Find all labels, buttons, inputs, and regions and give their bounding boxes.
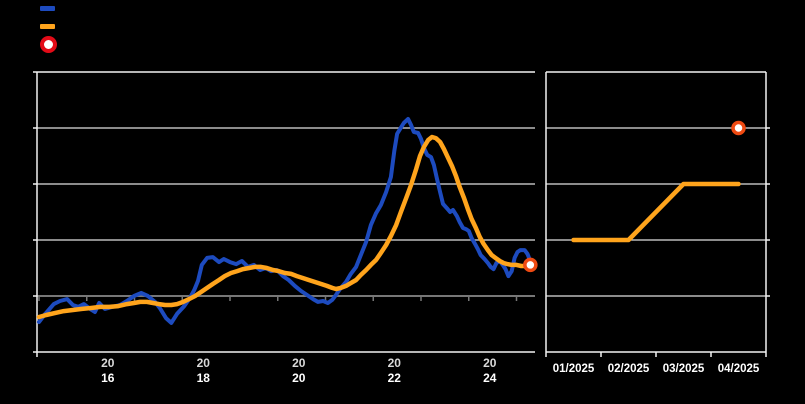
x-axis-label-year-top: 20 bbox=[483, 356, 497, 370]
x-axis-label-year-bottom: 22 bbox=[388, 371, 402, 385]
latest-value-dot bbox=[731, 120, 746, 136]
legend-item-series-orange bbox=[40, 20, 65, 33]
x-axis-label-year-bottom: 16 bbox=[101, 371, 115, 385]
latest-value-dot-ring-swatch-icon bbox=[40, 36, 57, 53]
x-axis-label-year-bottom: 20 bbox=[292, 371, 306, 385]
legend-item-latest-value-dot bbox=[40, 36, 65, 53]
series-orange-line-swatch-icon bbox=[40, 24, 55, 29]
series-orange-monthly-level bbox=[571, 181, 741, 243]
x-axis-label-year-top: 20 bbox=[101, 356, 115, 370]
series-blue-monthly-rate bbox=[37, 117, 533, 325]
x-axis-label-year-bottom: 24 bbox=[483, 371, 497, 385]
legend-item-series-blue bbox=[40, 2, 65, 15]
x-axis-label-year-top: 20 bbox=[388, 356, 402, 370]
x-axis-label-month: 03/2025 bbox=[663, 363, 705, 375]
series-blue-line-swatch-icon bbox=[40, 6, 55, 11]
latest-value-dot bbox=[523, 257, 538, 273]
x-axis-label-year-top: 20 bbox=[292, 356, 306, 370]
x-axis-label-month: 04/2025 bbox=[718, 363, 760, 375]
series-orange-smoothed-rate bbox=[36, 134, 533, 320]
legend bbox=[40, 2, 65, 53]
x-axis-label-year-top: 20 bbox=[197, 356, 211, 370]
x-axis-label-month: 01/2025 bbox=[553, 363, 595, 375]
x-axis-label-year-bottom: 18 bbox=[197, 371, 211, 385]
x-axis-label-month: 02/2025 bbox=[608, 363, 650, 375]
